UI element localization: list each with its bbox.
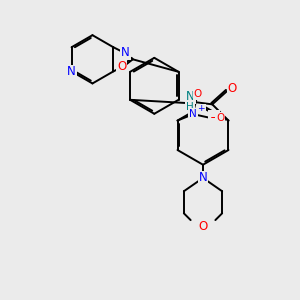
Text: N: N [189,109,197,119]
Text: N: N [186,90,195,103]
Text: H: H [186,102,194,112]
Text: N: N [67,65,76,79]
Text: N: N [121,46,130,59]
Text: O: O [194,89,202,99]
Text: +: + [197,104,205,113]
Text: N: N [199,172,207,184]
Text: O: O [228,82,237,95]
Text: O: O [216,112,224,123]
Text: O: O [117,60,126,73]
Text: O: O [198,220,208,233]
Text: −: − [209,111,219,124]
